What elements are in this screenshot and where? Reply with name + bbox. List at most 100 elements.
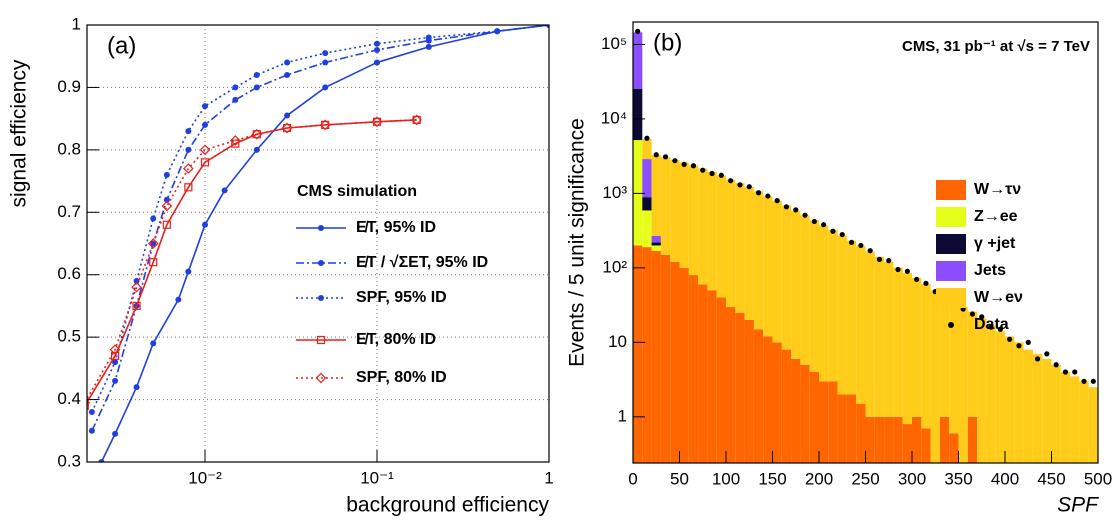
legend-label: Z→ee	[974, 208, 1018, 225]
marker	[231, 139, 240, 148]
bar-segment	[1070, 376, 1080, 463]
plot-frame	[86, 24, 550, 463]
bar-segment	[726, 179, 736, 307]
marker	[494, 28, 501, 35]
data-point	[1016, 343, 1022, 349]
legend-swatch	[936, 207, 966, 227]
marker	[374, 40, 381, 47]
bar-segment	[753, 329, 764, 463]
bar-segment	[744, 186, 754, 320]
data-point	[681, 161, 687, 168]
data-point	[718, 172, 724, 178]
marker	[200, 158, 210, 167]
marker	[112, 377, 119, 384]
line	[87, 119, 417, 401]
marker	[284, 71, 291, 78]
marker	[315, 372, 327, 384]
bar-segment	[1032, 353, 1043, 463]
y-tick-label: 0.7	[57, 202, 81, 221]
marker	[374, 46, 381, 53]
bar-segment	[912, 416, 922, 463]
y-tick-label: 10³	[602, 183, 627, 202]
bar-segment	[670, 159, 680, 262]
marker	[131, 281, 142, 293]
marker	[88, 427, 95, 434]
bar-segment	[772, 342, 782, 463]
marker	[87, 399, 91, 406]
bar-segment	[986, 325, 996, 463]
data-point	[895, 266, 901, 273]
x-tick-label: 200	[805, 469, 833, 488]
marker	[371, 116, 383, 128]
bar-segment	[1014, 342, 1024, 463]
bar-segment	[995, 331, 1005, 463]
bar-segment	[921, 284, 931, 429]
marker	[150, 340, 157, 347]
bar-segment	[707, 171, 717, 291]
bar-segment	[837, 394, 847, 463]
data-point	[635, 28, 641, 34]
marker	[374, 59, 381, 66]
legend-title: CMS simulation	[297, 183, 417, 200]
bar-segment	[865, 416, 875, 463]
marker	[229, 135, 241, 146]
legend-label: W→τν	[974, 181, 1021, 198]
bar-segment	[865, 251, 875, 417]
marker	[132, 301, 141, 311]
data-point	[997, 326, 1003, 332]
marker	[182, 163, 194, 174]
marker	[199, 144, 211, 156]
bar-segment	[893, 267, 903, 417]
bar-segment	[791, 210, 801, 359]
data-point	[802, 212, 808, 218]
x-tick-label: 250	[851, 469, 879, 488]
data-point	[988, 324, 994, 330]
bar-segment	[772, 201, 782, 343]
x-tick-label: 50	[670, 469, 689, 488]
data-point	[904, 268, 910, 274]
bar-segment	[1005, 336, 1015, 463]
y-tick-label: 10⁴	[601, 108, 627, 127]
bar-segment	[1088, 387, 1098, 463]
x-tick-label: 150	[758, 469, 786, 488]
bar-segment	[967, 416, 978, 463]
marker	[425, 43, 432, 50]
data-point	[1062, 369, 1069, 375]
marker	[149, 258, 158, 267]
marker	[147, 238, 159, 249]
data-point	[1090, 378, 1096, 384]
marker	[252, 130, 261, 139]
marker	[284, 112, 291, 119]
bar-segment	[921, 428, 931, 463]
plot-area	[87, 25, 549, 462]
x-tick-label: 10⁻¹	[360, 468, 394, 487]
data-point	[746, 184, 752, 190]
legend-swatch	[936, 288, 966, 308]
marker	[162, 220, 171, 229]
bar-segment	[670, 261, 680, 463]
data-point	[811, 218, 817, 225]
y-tick-label: 0.5	[57, 327, 81, 346]
data-point	[755, 190, 762, 196]
marker	[184, 183, 193, 192]
marker	[175, 296, 182, 303]
bar-segment	[651, 250, 661, 463]
data-point	[979, 314, 985, 320]
marker	[322, 59, 329, 66]
marker	[112, 359, 119, 366]
bar-segment	[884, 416, 894, 463]
bar-segment	[642, 210, 652, 248]
bar-segment	[809, 371, 819, 463]
bar-segment	[939, 416, 950, 463]
data-point	[1053, 362, 1059, 368]
line	[91, 25, 549, 413]
annotation: CMS, 31 pb⁻¹ at √s = 7 TeV	[902, 38, 1090, 55]
data-point	[876, 256, 883, 262]
data-point	[1081, 378, 1087, 384]
bar-segment	[856, 246, 866, 404]
bar-segment	[846, 394, 857, 463]
marker	[412, 115, 421, 124]
x-tick-label: 1	[544, 468, 553, 487]
marker	[133, 384, 140, 391]
data-point	[644, 135, 650, 141]
